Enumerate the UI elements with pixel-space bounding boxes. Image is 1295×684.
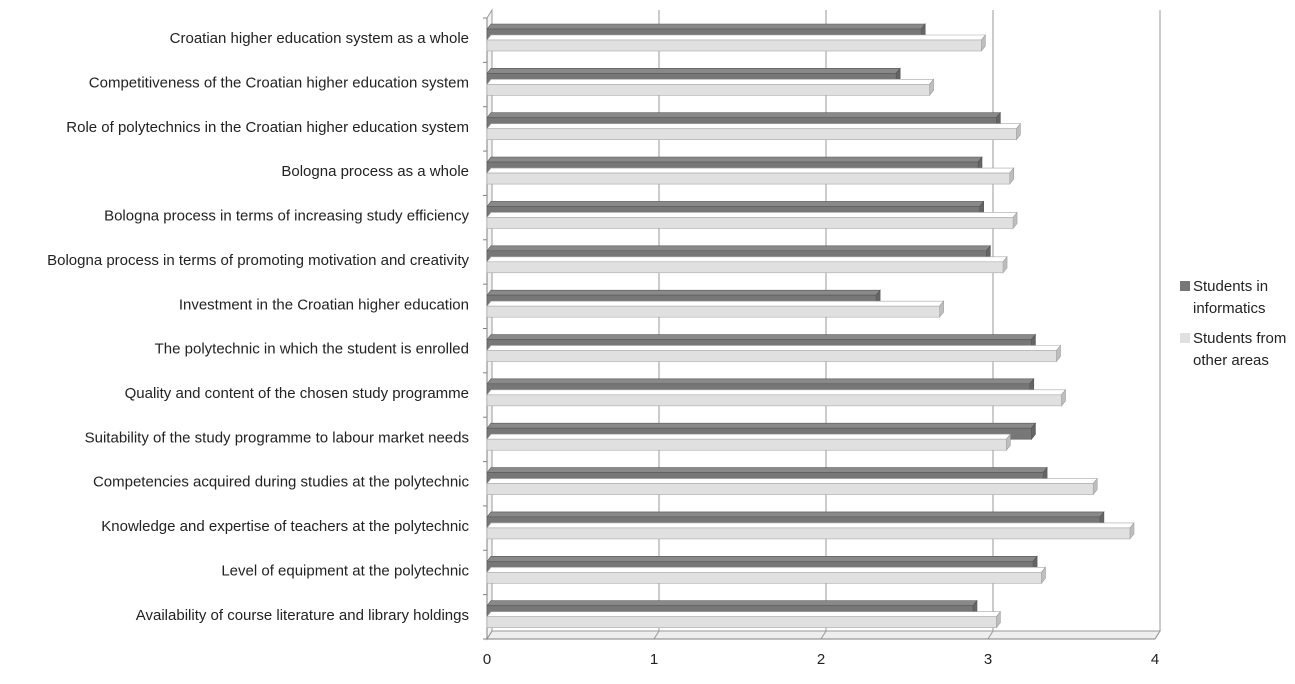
bar-other-areas-top <box>486 256 1008 263</box>
bar-other-areas-top <box>486 79 935 85</box>
bar-informatics-top <box>486 201 985 207</box>
bar-other-areas-top <box>486 522 1135 529</box>
bar-other-areas <box>486 394 1062 407</box>
floor-tick-line <box>1154 630 1161 640</box>
bar-other-areas <box>486 261 1004 274</box>
category-label: The polytechnic in which the student is … <box>155 341 469 358</box>
x-tick-label: 0 <box>483 651 491 668</box>
category-label: Availability of course literature and li… <box>136 607 469 624</box>
category-label: Competencies acquired during studies at … <box>93 474 470 491</box>
bar-other-areas-top <box>486 611 1001 617</box>
category-label: Bologna process as a whole <box>281 163 469 180</box>
x-tick-label: 4 <box>1151 651 1159 668</box>
bar-other-areas-top <box>486 167 1015 174</box>
bar-informatics-top <box>486 68 901 74</box>
category-label: Bologna process in terms of increasing s… <box>104 208 469 225</box>
legend-item-informatics: Students in informatics <box>1180 276 1295 320</box>
x-tick-label: 2 <box>817 651 825 668</box>
category-label: Croatian higher education system as a wh… <box>170 30 469 47</box>
chart-side-wall <box>486 8 493 641</box>
bar-other-areas-top <box>486 389 1067 396</box>
bar-other-areas <box>486 350 1057 362</box>
bar-informatics-top <box>486 112 1001 119</box>
x-tick-label: 1 <box>650 651 658 668</box>
chart-legend: Students in informatics Students from ot… <box>1180 276 1295 380</box>
bar-informatics-top <box>486 334 1037 340</box>
bar-other-areas <box>486 172 1011 185</box>
bar-informatics-top <box>486 511 1105 518</box>
bar-other-areas <box>486 438 1007 451</box>
floor-tick-line <box>486 630 493 640</box>
category-label: Level of equipment at the polytechnic <box>221 562 469 579</box>
bar-other-areas-top <box>486 123 1022 130</box>
bar-informatics-top <box>486 555 1038 562</box>
legend-label-informatics: Students in informatics <box>1193 278 1269 317</box>
bar-other-areas-top <box>486 300 945 307</box>
bar-informatics-top <box>486 23 926 30</box>
category-label: Competitiveness of the Croatian higher e… <box>89 75 469 92</box>
bar-other-areas <box>486 128 1017 141</box>
legend-item-other-areas: Students from other areas <box>1180 328 1295 372</box>
category-label: Suitability of the study programme to la… <box>85 429 469 446</box>
category-label: Investment in the Croatian higher educat… <box>179 296 469 313</box>
bar-other-areas <box>486 616 997 628</box>
floor-tick-line <box>653 630 660 640</box>
bar-other-areas <box>486 483 1094 495</box>
bar-other-areas <box>486 571 1042 584</box>
bar-other-areas <box>486 84 930 96</box>
bar-other-areas-top <box>486 566 1047 573</box>
legend-label-other-areas: Students from other areas <box>1193 330 1287 369</box>
category-label: Quality and content of the chosen study … <box>125 385 469 402</box>
bar-other-areas-top <box>486 345 1062 351</box>
legend-swatch-other-areas <box>1180 333 1190 343</box>
bar-other-areas <box>486 305 940 318</box>
bar-informatics-top <box>486 600 978 606</box>
x-tick-label: 3 <box>984 651 992 668</box>
category-label: Role of polytechnics in the Croatian hig… <box>66 119 469 136</box>
bar-informatics-top <box>486 245 991 252</box>
bar-other-areas <box>486 39 982 52</box>
bar-other-areas-top <box>486 478 1098 484</box>
bar-other-areas-top <box>486 433 1011 440</box>
bar-informatics-top <box>486 467 1048 473</box>
bar-other-areas <box>486 527 1131 540</box>
bar-other-areas-top <box>486 212 1018 218</box>
category-label: Bologna process in terms of promoting mo… <box>47 252 469 269</box>
bar-informatics-top <box>486 422 1037 429</box>
category-label: Knowledge and expertise of teachers at t… <box>101 518 469 535</box>
bar-informatics-top <box>486 378 1035 385</box>
bar-informatics-top <box>486 156 983 163</box>
bar-other-areas-top <box>486 34 986 41</box>
bar-informatics-top <box>486 289 881 296</box>
floor-tick-line <box>987 630 994 640</box>
legend-swatch-informatics <box>1180 281 1190 291</box>
floor-tick-line <box>820 630 827 640</box>
bar-other-areas <box>486 217 1014 229</box>
